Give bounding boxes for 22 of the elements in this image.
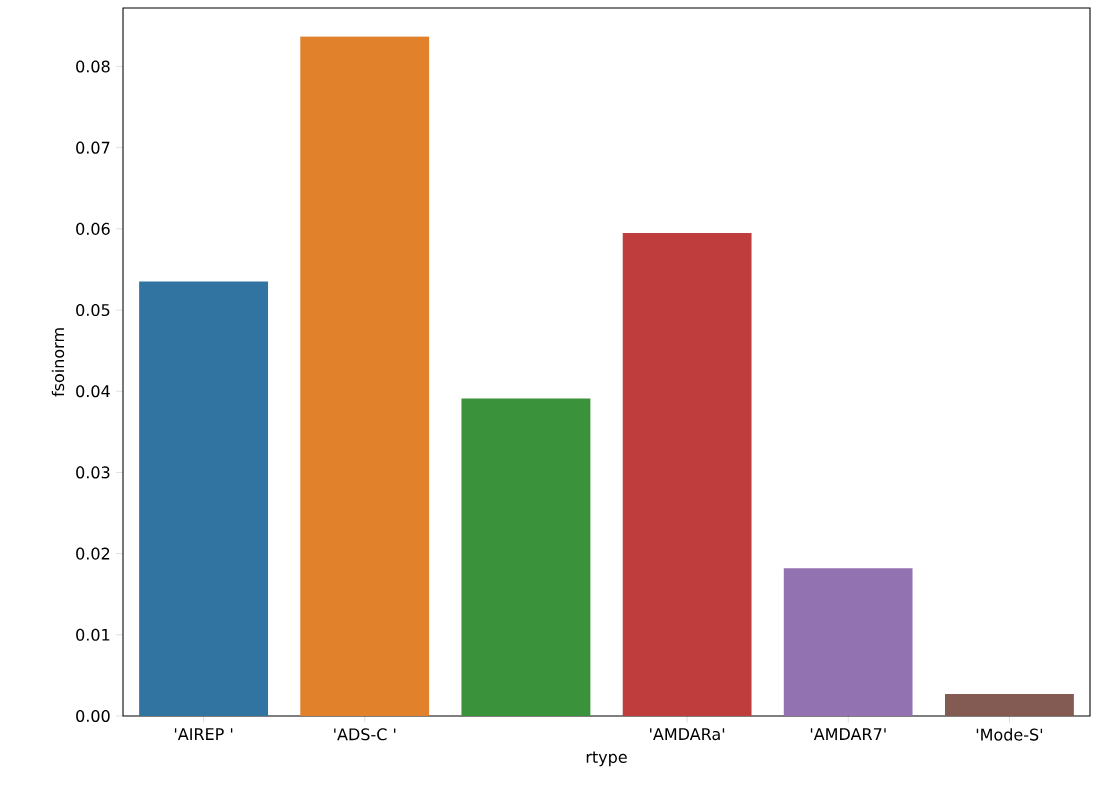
x-axis-title: rtype xyxy=(586,751,627,767)
bar xyxy=(300,36,430,716)
bar xyxy=(461,398,591,716)
y-tick-label: 0.00 xyxy=(76,709,110,723)
y-tick-label: 0.04 xyxy=(76,385,110,398)
bar xyxy=(783,568,913,716)
y-tick-label: 0.05 xyxy=(76,303,110,317)
x-tick-label: 'ADS-C ' xyxy=(334,728,396,741)
x-tick-label: 'AMDARa' xyxy=(650,728,725,741)
y-tick-label: 0.01 xyxy=(76,628,110,641)
y-tick-label: 0.07 xyxy=(76,141,110,154)
y-tick-label: 0.06 xyxy=(76,222,110,235)
y-tick-label: 0.03 xyxy=(76,466,110,479)
y-tick-label: 0.08 xyxy=(76,60,110,73)
y-axis-title: fsoinorm xyxy=(51,328,65,397)
bar xyxy=(139,281,269,716)
y-tick-label: 0.02 xyxy=(76,547,110,560)
x-tick-label: 'AMDAR7' xyxy=(810,728,886,740)
bar xyxy=(622,232,752,716)
bar xyxy=(944,694,1074,716)
x-tick-label: 'AIREP ' xyxy=(174,728,233,740)
x-tick-label: 'Mode-S' xyxy=(976,728,1043,741)
